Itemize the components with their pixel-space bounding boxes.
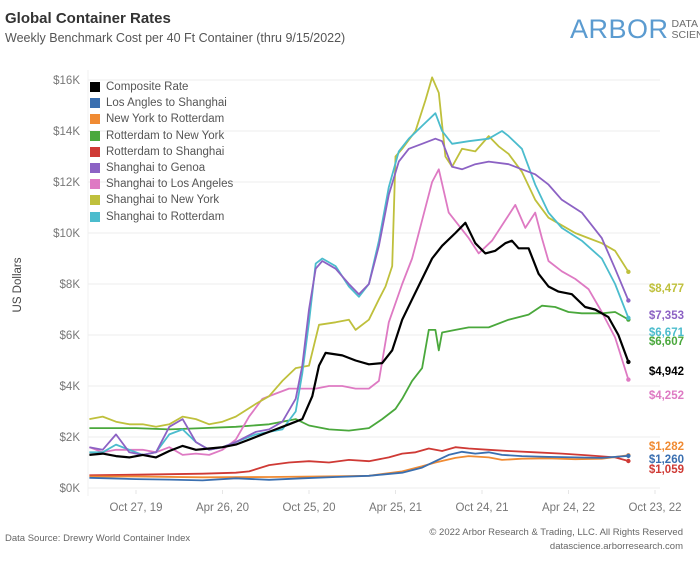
legend-item[interactable]: Composite Rate: [90, 79, 233, 95]
end-point: [626, 359, 631, 365]
legend-label: Shanghai to Rotterdam: [106, 210, 225, 223]
y-tick-label: $4K: [60, 381, 81, 393]
legend-label: Shanghai to Los Angeles: [106, 178, 234, 191]
grid-lines: [87, 70, 660, 496]
legend-item[interactable]: Shanghai to Rotterdam: [90, 209, 233, 225]
legend-label: New York to Rotterdam: [106, 113, 225, 126]
end-value-label: $6,671: [649, 327, 685, 339]
series-line-shanghai-to-rotterdam[interactable]: [89, 112, 630, 456]
legend-swatch: [90, 98, 100, 109]
legend-swatch: [90, 211, 100, 222]
logo-main-text: ARBOR: [570, 14, 669, 44]
legend-swatch: [90, 146, 100, 157]
chart-subtitle: Weekly Benchmark Cost per 40 Ft Containe…: [5, 31, 346, 45]
legend-item[interactable]: Shanghai to New York: [90, 192, 233, 208]
legend-label: Composite Rate: [106, 81, 189, 94]
data-source: Data Source: Drewry World Container Inde…: [5, 533, 191, 544]
x-tick-label: Oct 25, 20: [282, 502, 335, 514]
x-tick-label: Apr 25, 21: [369, 502, 422, 514]
series-line-new-york-to-rotterdam[interactable]: [89, 454, 629, 479]
legend-label: Shanghai to Genoa: [106, 162, 206, 175]
y-axis-label: US Dollars: [12, 257, 24, 312]
legend-item[interactable]: New York to Rotterdam: [90, 111, 233, 127]
x-tick-label: Oct 27, 19: [109, 502, 162, 514]
end-point: [626, 298, 631, 303]
legend-swatch: [90, 179, 100, 190]
series-line-shanghai-to-los-angeles[interactable]: [89, 168, 630, 456]
series-lines: [89, 76, 631, 482]
legend-label: Los Angles to Shanghai: [106, 97, 227, 110]
end-value-label: $7,353: [649, 310, 684, 322]
end-value-label: $6,607: [649, 336, 684, 348]
end-point: [626, 458, 631, 464]
y-tick-label: $6K: [60, 330, 81, 342]
legend-item[interactable]: Shanghai to Genoa: [90, 160, 233, 176]
legend-item[interactable]: Rotterdam to New York: [90, 128, 233, 144]
logo-line-1: DATA: [671, 17, 698, 30]
legend-item[interactable]: Rotterdam to Shanghai: [90, 144, 233, 160]
y-tick-label: $14K: [53, 126, 80, 138]
legend-swatch: [90, 114, 100, 125]
y-tick-label: $16K: [53, 75, 80, 87]
chart-title: Global Container Rates: [5, 10, 171, 27]
website-link[interactable]: datascience.arborresearch.com: [549, 541, 683, 552]
end-value-label: $8,477: [649, 283, 684, 295]
legend: Composite Rate Los Angles to Shanghai New …: [90, 79, 233, 225]
y-tick-label: $8K: [60, 279, 81, 291]
series-line-rotterdam-to-new-york[interactable]: [89, 304, 629, 432]
footer-credits: © 2022 Arbor Research & Trading, LLC. Al…: [429, 526, 683, 554]
end-value-label: $4,942: [649, 366, 684, 378]
arbor-logo: ARBOR DATA SCIENCE: [570, 14, 700, 45]
end-point: [626, 315, 631, 321]
x-tick-label: Oct 24, 21: [455, 502, 508, 514]
end-point: [626, 377, 631, 382]
y-tick-label: $10K: [53, 228, 80, 240]
end-value-label: $1,282: [649, 441, 684, 453]
legend-swatch: [90, 195, 100, 206]
logo-sub-text: DATA SCIENCE: [671, 17, 700, 41]
copyright: © 2022 Arbor Research & Trading, LLC. Al…: [429, 527, 683, 538]
legend-label: Rotterdam to Shanghai: [106, 145, 225, 158]
legend-item[interactable]: Shanghai to Los Angeles: [90, 176, 233, 192]
series-line-shanghai-to-new-york[interactable]: [89, 76, 630, 428]
series-line-shanghai-to-genoa[interactable]: [89, 137, 630, 456]
series-line-los-angles-to-shanghai[interactable]: [89, 450, 629, 482]
x-tick-label: Apr 24, 22: [542, 502, 595, 514]
legend-item[interactable]: Los Angles to Shanghai: [90, 95, 233, 111]
x-tick-label: Oct 23, 22: [628, 502, 681, 514]
legend-swatch: [90, 82, 100, 93]
y-tick-label: $2K: [60, 432, 81, 444]
series-line-composite-rate[interactable]: [89, 221, 630, 459]
x-axis: Oct 27, 19 Apr 26, 20 Oct 25, 20 Apr 25, 21…: [109, 490, 682, 514]
y-tick-label: $0K: [60, 483, 81, 495]
end-value-label: $4,252: [649, 390, 684, 402]
y-tick-label: $12K: [53, 177, 80, 189]
end-labels: $4,942 $1,260$1,282 $6,607 $1,059 $7,353 $4,2…: [649, 283, 685, 476]
logo-line-2: SCIENCE: [671, 28, 700, 41]
end-value-label: $1,059: [649, 464, 684, 476]
legend-swatch: [90, 163, 100, 174]
x-tick-label: Apr 26, 20: [196, 502, 249, 514]
series-line-rotterdam-to-shanghai[interactable]: [89, 446, 629, 477]
end-point: [626, 269, 631, 275]
legend-swatch: [90, 130, 100, 141]
end-value-label: $1,260: [649, 454, 684, 466]
legend-label: Rotterdam to New York: [106, 129, 225, 142]
legend-label: Shanghai to New York: [106, 194, 220, 207]
end-point: [626, 453, 631, 459]
y-axis: $0K $2K $4K $6K $8K $10K $12K $14K $16K: [53, 75, 80, 495]
